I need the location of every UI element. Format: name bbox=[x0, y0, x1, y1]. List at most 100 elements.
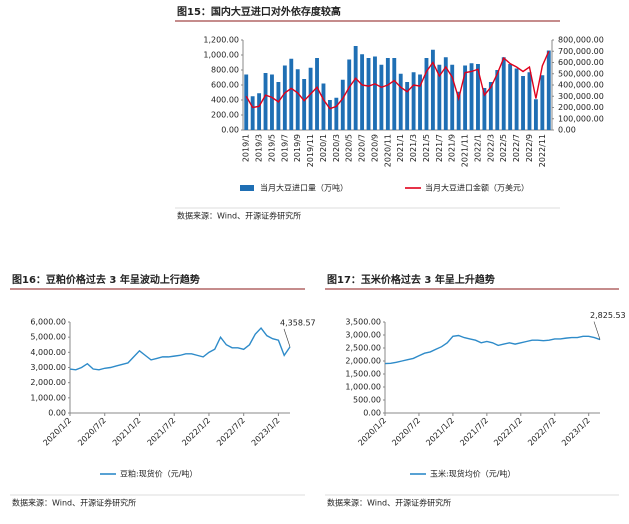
legend-label: 当月大豆进口金额（万美元） bbox=[425, 183, 529, 193]
bar bbox=[321, 83, 326, 130]
bar bbox=[495, 70, 500, 130]
bar bbox=[482, 88, 487, 130]
y2-tick-label: 700,000.00 bbox=[558, 47, 604, 56]
bar bbox=[308, 67, 313, 130]
bar bbox=[315, 58, 319, 130]
bar bbox=[456, 91, 461, 130]
source: 数据来源：Wind、开源证券研究所 bbox=[12, 498, 136, 508]
x-tick-label: 2022/1/2 bbox=[180, 416, 212, 448]
bar bbox=[360, 54, 365, 130]
x-tick-label: 2022/11 bbox=[538, 134, 547, 167]
bar bbox=[270, 74, 274, 130]
x-tick-label: 2022/5 bbox=[499, 134, 508, 162]
bar bbox=[385, 58, 390, 130]
bar bbox=[501, 57, 506, 130]
annotation: 4,358.57 bbox=[280, 318, 316, 327]
y-tick-label: 2,000.00 bbox=[30, 378, 66, 387]
x-tick-label: 2023/1/2 bbox=[560, 416, 592, 448]
y2-tick-label: 100,000.00 bbox=[558, 114, 604, 123]
bar bbox=[398, 73, 403, 130]
bar bbox=[476, 64, 480, 130]
x-tick-label: 2022/1 bbox=[473, 134, 482, 162]
bar bbox=[373, 56, 377, 130]
x-tick-label: 2019/7 bbox=[280, 134, 289, 162]
y-tick-label: 1,200.00 bbox=[203, 36, 239, 45]
y2-tick-label: 300,000.00 bbox=[558, 92, 604, 101]
bar bbox=[469, 63, 474, 130]
line bbox=[245, 50, 550, 110]
bar bbox=[282, 65, 287, 130]
annotation-leader bbox=[283, 328, 291, 347]
x-tick-label: 2020/1 bbox=[319, 134, 328, 162]
x-tick-label: 2022/1/2 bbox=[492, 416, 524, 448]
bar bbox=[366, 58, 371, 130]
y-tick-label: 400.00 bbox=[211, 96, 239, 105]
chart-title: 图17：玉米价格过去 3 年呈上升趋势 bbox=[327, 273, 495, 286]
x-tick-label: 2021/7 bbox=[435, 134, 444, 162]
bar bbox=[533, 99, 538, 130]
bar bbox=[257, 93, 262, 130]
bar bbox=[263, 73, 268, 130]
x-tick-label: 2020/11 bbox=[383, 134, 392, 167]
bar bbox=[340, 79, 345, 130]
y-tick-label: 3,000.00 bbox=[345, 331, 381, 340]
bar bbox=[508, 64, 513, 130]
bar bbox=[546, 50, 551, 130]
y-tick-label: 6,000.00 bbox=[30, 318, 66, 327]
bar bbox=[437, 64, 442, 130]
x-tick-label: 2019/1 bbox=[242, 134, 251, 162]
y-tick-label: 1,000.00 bbox=[203, 51, 239, 60]
bar bbox=[450, 64, 455, 130]
bar bbox=[302, 79, 307, 130]
bar bbox=[418, 74, 422, 130]
y-tick-label: 3,500.00 bbox=[345, 318, 381, 327]
y-tick-label: 500.00 bbox=[353, 396, 381, 405]
bar bbox=[488, 82, 493, 130]
x-tick-label: 2021/1/2 bbox=[424, 416, 456, 448]
bar bbox=[430, 49, 435, 130]
bar bbox=[405, 82, 410, 130]
x-tick-label: 2020/1/2 bbox=[356, 416, 388, 448]
y-tick-label: 2,500.00 bbox=[345, 344, 381, 353]
x-tick-label: 2023/1/2 bbox=[250, 416, 282, 448]
x-tick-label: 2022/7 bbox=[512, 134, 521, 162]
x-tick-label: 2019/3 bbox=[255, 134, 264, 162]
x-tick-label: 2021/1/2 bbox=[111, 416, 143, 448]
x-tick-label: 2022/9 bbox=[525, 134, 534, 162]
chart-title: 图15：国内大豆进口对外依存度较高 bbox=[177, 5, 341, 18]
y-tick-label: 600.00 bbox=[211, 81, 239, 90]
legend-swatch bbox=[240, 185, 254, 191]
x-tick-label: 2020/1/2 bbox=[41, 416, 73, 448]
x-tick-label: 2021/5 bbox=[422, 134, 431, 162]
bar bbox=[289, 58, 294, 130]
x-tick-label: 2020/5 bbox=[345, 134, 354, 162]
bar bbox=[327, 100, 332, 130]
bar bbox=[424, 58, 429, 130]
bar bbox=[540, 75, 545, 130]
bar bbox=[392, 58, 397, 130]
y2-tick-label: 200,000.00 bbox=[558, 103, 604, 112]
x-tick-label: 2021/3 bbox=[409, 134, 418, 162]
annotation: 2,825.53 bbox=[590, 311, 626, 320]
bar bbox=[527, 72, 532, 130]
bar bbox=[295, 69, 300, 130]
x-tick-label: 2020/9 bbox=[370, 134, 379, 162]
bar bbox=[276, 82, 281, 130]
x-tick-label: 2019/9 bbox=[293, 134, 302, 162]
x-tick-label: 2022/7/2 bbox=[526, 416, 558, 448]
bar bbox=[514, 68, 519, 130]
x-tick-label: 2021/7/2 bbox=[458, 416, 490, 448]
source: 数据来源：Wind、开源证券研究所 bbox=[177, 211, 301, 221]
x-tick-label: 2022/3 bbox=[486, 134, 495, 162]
bar bbox=[353, 46, 358, 130]
y2-tick-label: 800,000.00 bbox=[558, 36, 604, 45]
y2-tick-label: 600,000.00 bbox=[558, 58, 604, 67]
y-tick-label: 5,000.00 bbox=[30, 333, 66, 342]
y-tick-label: 0.00 bbox=[48, 409, 66, 418]
bar bbox=[244, 74, 249, 130]
line bbox=[69, 326, 291, 371]
y-tick-label: 800.00 bbox=[211, 66, 239, 75]
bar bbox=[347, 59, 352, 130]
y2-tick-label: 400,000.00 bbox=[558, 81, 604, 90]
